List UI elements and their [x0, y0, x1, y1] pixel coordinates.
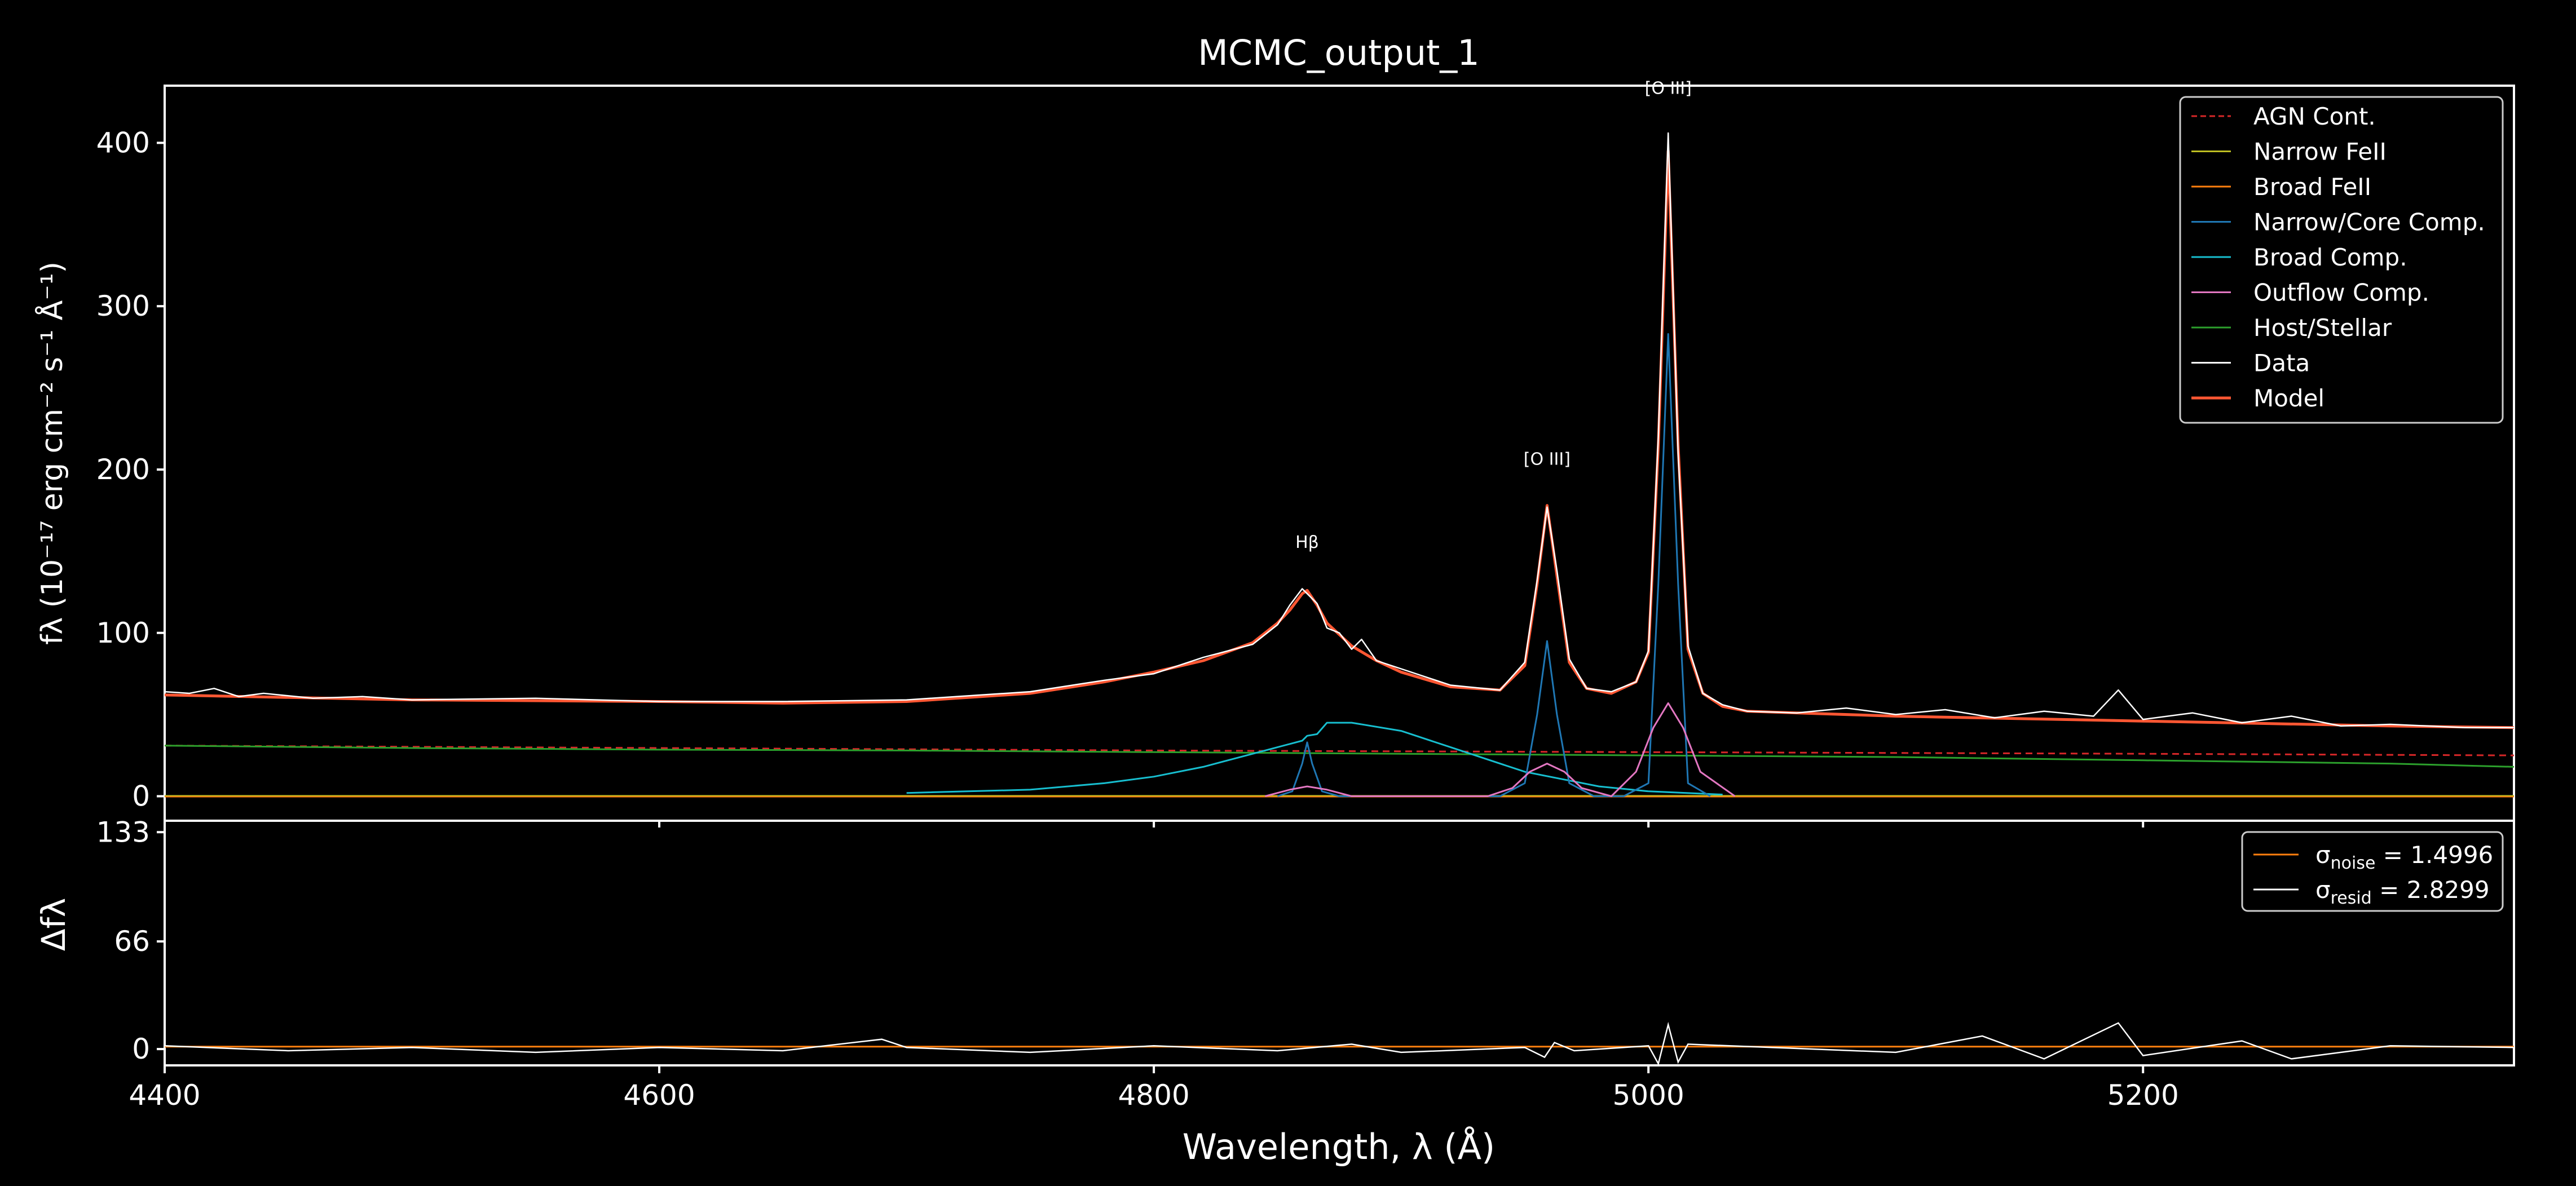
series-model	[164, 149, 2515, 729]
chart-title: MCMC_output_1	[1198, 32, 1480, 73]
residual-y-axis-label: Δfλ	[34, 898, 73, 951]
spectrum-legend: AGN Cont. Narrow FeII Broad FeII Narrow/Cor…	[2179, 96, 2504, 424]
line-annotations: Hβ [O III] [O III]	[1295, 78, 1692, 552]
series-broad-comp	[906, 722, 1723, 796]
y-axis-label: fλ (10⁻¹⁷ erg cm⁻² s⁻¹ Å⁻¹)	[34, 262, 69, 645]
legend-label: Broad FeII	[2253, 173, 2371, 201]
spectrum-y-ticks: 0 100 200 300 400	[96, 126, 165, 813]
spectrum-panel: 0 100 200 300 400 Hβ [O III] [O III] AGN Cont.…	[34, 78, 2515, 822]
residual-y-tick-label: 0	[132, 1033, 150, 1065]
legend-label: Outflow Comp.	[2253, 279, 2429, 307]
annotation-label: [O III]	[1645, 78, 1692, 98]
residual-series	[164, 1021, 2515, 1066]
legend-label: Narrow/Core Comp.	[2253, 209, 2485, 236]
residual-y-tick-label: 133	[96, 816, 150, 848]
x-tick-label: 4600	[623, 1079, 695, 1112]
legend-label: Data	[2253, 349, 2310, 377]
legend-frame	[2179, 96, 2504, 424]
x-tick-label: 5000	[1613, 1079, 1684, 1112]
x-tick-label: 5200	[2107, 1079, 2179, 1112]
legend-label: AGN Cont.	[2253, 103, 2376, 130]
residual-legend-label: σresid = 2.8299	[2315, 876, 2490, 908]
annotation-label: Hβ	[1295, 533, 1319, 552]
series-narrow-core-comp	[1277, 333, 1711, 797]
series-data	[164, 132, 2514, 729]
residual-legend-frame	[2241, 831, 2504, 912]
x-tick-label: 4400	[129, 1079, 200, 1112]
legend-label: Host/Stellar	[2253, 314, 2392, 342]
x-axis-label: Wavelength, λ (Å)	[1183, 1126, 1495, 1167]
residual-y-ticks: 0 66 133	[96, 816, 165, 1065]
legend-label: Narrow FeII	[2253, 138, 2387, 166]
series-residual	[164, 1021, 2515, 1066]
y-tick-label: 200	[96, 453, 150, 486]
y-tick-label: 0	[132, 780, 150, 813]
x-ticks: 4400 4600 4800 5000 5200	[129, 821, 2179, 1112]
residual-y-tick-label: 66	[114, 925, 150, 958]
series-outflow-comp	[1265, 702, 1736, 797]
x-tick-label: 4800	[1118, 1079, 1189, 1112]
residual-panel-frame	[164, 820, 2515, 1066]
spectrum-series	[164, 132, 2515, 798]
residual-legend-label: σnoise = 1.4996	[2315, 841, 2493, 873]
annotation-label: [O III]	[1524, 449, 1571, 469]
legend-label: Broad Comp.	[2253, 244, 2407, 271]
series-host-stellar	[164, 745, 2515, 768]
y-tick-label: 100	[96, 617, 150, 649]
y-tick-label: 300	[96, 290, 150, 322]
legend-label: Model	[2253, 384, 2324, 412]
series-agn-cont	[164, 745, 2515, 756]
y-tick-label: 400	[96, 126, 150, 159]
